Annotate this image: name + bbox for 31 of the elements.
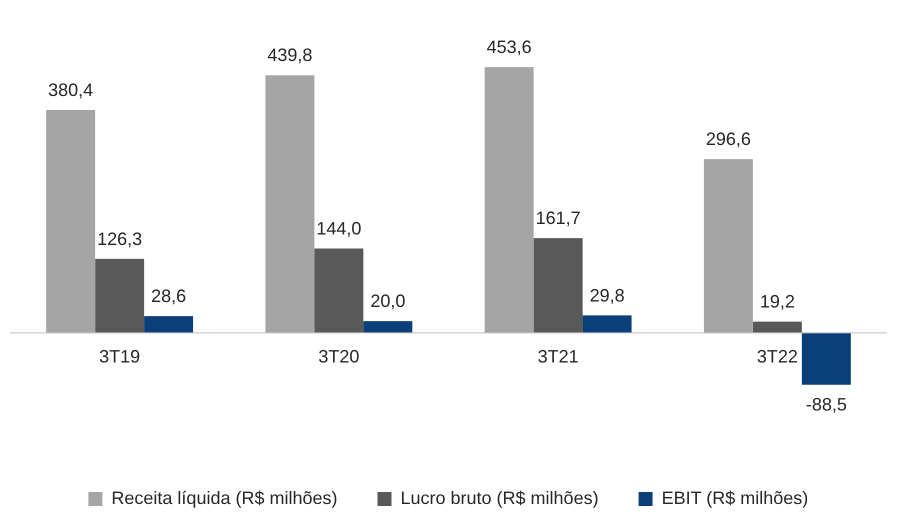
data-label: 380,4 (48, 80, 94, 100)
bar (363, 321, 412, 333)
data-label: 439,8 (267, 45, 312, 66)
legend-label: EBIT (R$ milhões) (662, 488, 808, 508)
bar (802, 332, 851, 385)
x-tick-label: 3T20 (318, 346, 360, 367)
data-label: 126,3 (97, 228, 142, 249)
bar (752, 322, 802, 333)
bar (484, 67, 534, 333)
data-label: 28,6 (151, 286, 186, 306)
bar (95, 258, 144, 333)
data-label: 453,6 (486, 37, 532, 58)
legend-label: Receita líquida (R$ milhões) (111, 488, 338, 508)
data-label: 20,0 (370, 291, 406, 312)
x-tick-label: 3T22 (756, 346, 798, 367)
bar (46, 110, 96, 333)
legend-label: Lucro bruto (R$ milhões) (400, 488, 599, 508)
bar (314, 248, 364, 333)
data-label: -88,5 (806, 394, 847, 415)
x-tick-label: 3T19 (99, 346, 140, 367)
data-label: 19,2 (760, 292, 795, 312)
data-label: 29,8 (590, 285, 625, 306)
bar (144, 316, 194, 333)
data-label: 144,0 (316, 218, 362, 238)
bar (534, 238, 583, 333)
data-label: 161,7 (536, 208, 581, 228)
data-label: 296,6 (706, 129, 751, 150)
bar (265, 75, 314, 333)
x-tick-label: 3T21 (538, 346, 579, 367)
bar (704, 159, 753, 333)
bar (582, 315, 632, 333)
